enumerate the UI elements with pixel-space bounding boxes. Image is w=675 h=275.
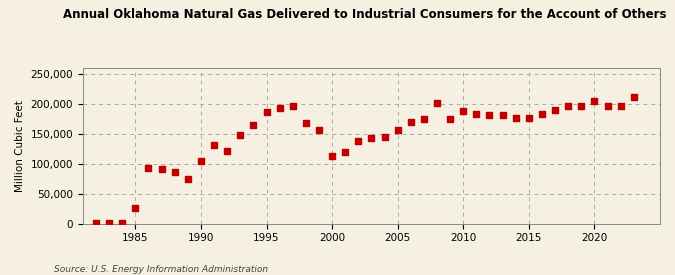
Point (497, 112, 508, 117)
Point (431, 101, 442, 105)
Point (235, 133, 246, 137)
Point (589, 98, 600, 103)
Point (615, 103, 626, 108)
Point (379, 134, 390, 139)
Point (182, 177, 193, 181)
Point (156, 167, 167, 171)
Point (222, 148, 233, 153)
Point (471, 112, 482, 116)
Point (288, 103, 298, 108)
Point (196, 159, 207, 163)
Point (327, 154, 338, 158)
Point (90, 221, 101, 226)
Point (169, 170, 180, 174)
Point (353, 139, 364, 143)
Point (484, 112, 495, 117)
Y-axis label: Million Cubic Feet: Million Cubic Feet (15, 100, 25, 192)
Point (248, 123, 259, 128)
Point (366, 136, 377, 140)
Point (406, 120, 416, 124)
Point (510, 116, 521, 120)
Text: Annual Oklahoma Natural Gas Delivered to Industrial Consumers for the Account of: Annual Oklahoma Natural Gas Delivered to… (63, 8, 666, 21)
Point (563, 103, 574, 108)
Point (602, 103, 613, 108)
Point (314, 128, 325, 132)
Point (143, 166, 154, 170)
Point (628, 94, 639, 99)
Point (300, 121, 311, 125)
Point (445, 117, 456, 121)
Point (537, 112, 547, 116)
Point (576, 104, 587, 108)
Point (209, 142, 219, 147)
Point (130, 206, 141, 210)
Text: Source: U.S. Energy Information Administration: Source: U.S. Energy Information Administ… (54, 265, 268, 274)
Point (392, 127, 403, 132)
Point (261, 109, 272, 114)
Point (549, 108, 560, 112)
Point (418, 117, 429, 121)
Point (274, 106, 285, 110)
Point (104, 221, 115, 226)
Point (523, 115, 534, 120)
Point (117, 221, 128, 225)
Point (458, 109, 468, 113)
Point (340, 150, 350, 155)
